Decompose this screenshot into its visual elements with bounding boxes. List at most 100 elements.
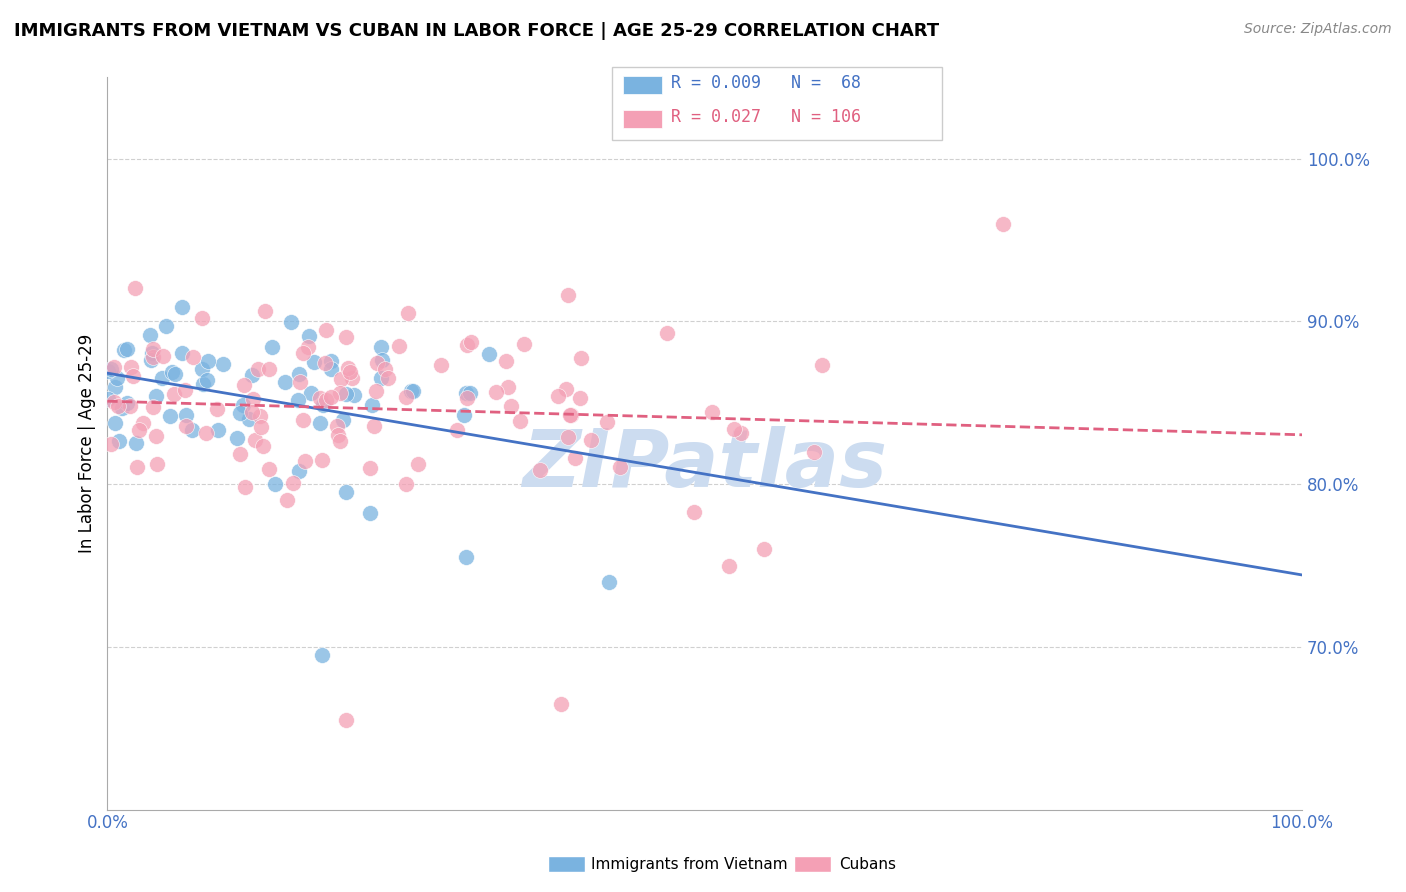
Point xyxy=(329,386,352,401)
Point xyxy=(195,373,218,387)
Text: IMMIGRANTS FROM VIETNAM VS CUBAN IN LABOR FORCE | AGE 25-29 CORRELATION CHART: IMMIGRANTS FROM VIETNAM VS CUBAN IN LABO… xyxy=(14,22,939,40)
Point xyxy=(993,217,1015,231)
Point xyxy=(132,416,155,430)
Point xyxy=(456,385,478,400)
Point xyxy=(555,382,578,396)
Point xyxy=(197,354,219,368)
Point xyxy=(364,384,387,399)
Point xyxy=(340,370,363,384)
Point xyxy=(121,368,143,383)
Point xyxy=(181,350,204,364)
Point xyxy=(190,361,212,376)
Point xyxy=(335,387,357,401)
Point xyxy=(225,431,247,445)
Point xyxy=(557,288,579,302)
Point xyxy=(249,409,271,423)
Point xyxy=(142,342,165,356)
Point xyxy=(315,392,337,407)
Point xyxy=(233,480,256,494)
Point xyxy=(142,350,165,364)
Point xyxy=(145,389,167,403)
Point xyxy=(193,377,215,392)
Point xyxy=(657,326,679,340)
Point xyxy=(319,354,342,368)
Point xyxy=(250,420,273,434)
Point xyxy=(238,412,260,426)
Point xyxy=(280,315,302,329)
Point xyxy=(139,327,162,342)
Point xyxy=(252,439,274,453)
Point xyxy=(329,434,352,448)
Point xyxy=(335,329,357,343)
Point xyxy=(564,450,586,465)
Point xyxy=(335,713,357,727)
Point xyxy=(326,428,349,442)
Point xyxy=(283,475,305,490)
Point xyxy=(498,380,520,394)
Point xyxy=(388,339,411,353)
Point xyxy=(359,507,381,521)
Point xyxy=(460,386,482,401)
Point xyxy=(598,574,620,589)
Point xyxy=(232,377,254,392)
Point xyxy=(811,358,834,372)
Point xyxy=(159,409,181,423)
Point xyxy=(152,349,174,363)
Point xyxy=(287,392,309,407)
Point xyxy=(332,413,354,427)
Point xyxy=(125,435,148,450)
Point xyxy=(276,493,298,508)
Point xyxy=(309,391,332,405)
Point xyxy=(569,391,592,405)
Point xyxy=(609,460,631,475)
Point xyxy=(127,459,149,474)
Point xyxy=(359,461,381,475)
Point xyxy=(172,346,194,360)
Point xyxy=(401,384,423,399)
Point xyxy=(460,334,482,349)
Point xyxy=(263,477,285,491)
Point xyxy=(97,392,120,407)
Point xyxy=(509,414,531,428)
Point xyxy=(297,340,319,354)
Point xyxy=(569,351,592,366)
Point xyxy=(174,418,197,433)
Point xyxy=(430,358,453,372)
Point xyxy=(499,399,522,413)
Point xyxy=(717,558,740,573)
Point xyxy=(139,352,162,367)
Point xyxy=(723,422,745,436)
Point xyxy=(146,457,169,471)
Point xyxy=(579,433,602,447)
Point xyxy=(172,300,194,314)
Point xyxy=(100,362,122,376)
Point xyxy=(370,339,392,353)
Point xyxy=(242,392,264,406)
Point xyxy=(314,355,336,369)
Point xyxy=(100,437,122,451)
Point xyxy=(107,400,129,414)
Point xyxy=(142,400,165,414)
Point xyxy=(257,461,280,475)
Point xyxy=(406,457,429,471)
Point xyxy=(112,343,135,357)
Point xyxy=(128,423,150,437)
Point xyxy=(292,346,315,360)
Point xyxy=(730,426,752,441)
Text: R = 0.009   N =  68: R = 0.009 N = 68 xyxy=(671,74,860,92)
Point xyxy=(309,417,332,431)
Point xyxy=(335,485,357,500)
Point xyxy=(298,329,321,343)
Point xyxy=(454,550,477,565)
Point xyxy=(361,399,384,413)
Point xyxy=(118,399,141,413)
Point xyxy=(529,463,551,477)
Point xyxy=(803,444,825,458)
Point xyxy=(596,415,619,429)
Point xyxy=(232,398,254,412)
Point xyxy=(319,361,342,376)
Point xyxy=(174,383,197,397)
Point xyxy=(246,362,269,376)
Point xyxy=(682,505,704,519)
Point xyxy=(315,323,337,337)
